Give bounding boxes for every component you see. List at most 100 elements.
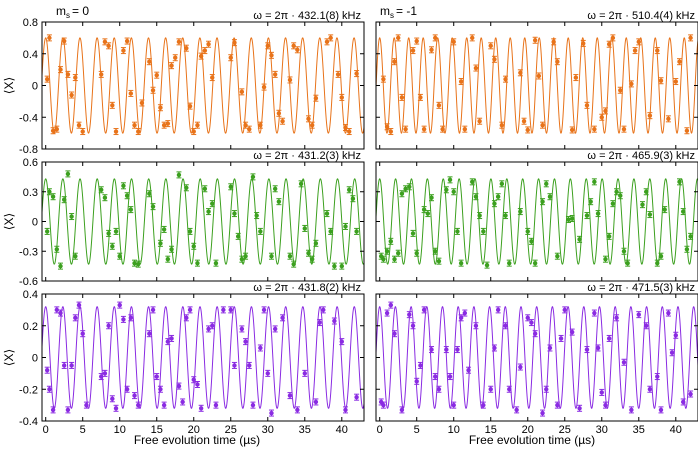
marker <box>243 122 248 128</box>
data-point <box>569 215 575 223</box>
data-point <box>506 259 512 267</box>
data-point <box>665 309 671 317</box>
marker <box>73 315 78 321</box>
data-point <box>313 239 319 247</box>
marker <box>239 256 245 262</box>
data-point <box>261 83 267 91</box>
data-point <box>447 373 453 381</box>
marker <box>239 326 245 332</box>
data-point <box>392 330 398 338</box>
marker <box>106 231 111 236</box>
data-point <box>547 344 553 352</box>
marker <box>169 247 174 252</box>
marker <box>521 119 527 124</box>
marker <box>384 249 390 254</box>
data-point <box>268 51 274 59</box>
ms-label-right: ms = -1 <box>380 4 417 20</box>
data-point <box>46 34 52 42</box>
data-point <box>328 227 334 235</box>
marker <box>421 207 427 212</box>
data-point <box>98 70 104 78</box>
marker <box>50 407 56 413</box>
data-point <box>194 121 200 129</box>
data-point <box>220 306 226 314</box>
data-point <box>302 224 308 232</box>
marker <box>291 43 296 49</box>
marker <box>65 407 71 413</box>
data-point <box>165 120 171 128</box>
data-point <box>109 242 115 250</box>
data-point <box>61 37 67 45</box>
data-point <box>339 338 345 346</box>
data-point <box>135 401 141 409</box>
marker <box>495 307 501 313</box>
marker <box>128 91 134 96</box>
marker <box>161 122 167 128</box>
data-point <box>562 306 568 314</box>
marker <box>136 129 141 134</box>
data-point <box>432 373 438 381</box>
data-point <box>102 194 108 202</box>
marker <box>269 254 274 259</box>
data-point <box>132 392 138 400</box>
data-point <box>83 401 89 409</box>
marker <box>354 229 359 234</box>
panel-5: ω = 2π · 471.5(3) kHz 0 5 10 15 20 25 30 35 40 <box>375 282 698 436</box>
data-point <box>617 86 623 94</box>
y-tick-label: 0.6 <box>23 157 38 169</box>
marker <box>313 241 319 246</box>
data-point <box>250 401 256 409</box>
marker <box>206 42 211 47</box>
marker <box>343 125 348 130</box>
data-point <box>65 406 71 414</box>
data-point <box>187 306 193 314</box>
data-point <box>543 180 549 188</box>
data-point <box>480 227 486 235</box>
marker <box>529 239 534 244</box>
data-point <box>395 249 401 257</box>
data-point <box>309 121 315 129</box>
marker <box>381 256 386 262</box>
marker <box>462 310 468 316</box>
marker <box>421 307 427 313</box>
data-point <box>384 247 390 255</box>
data-point <box>98 373 104 381</box>
data-point <box>239 255 245 263</box>
marker <box>462 126 468 132</box>
marker <box>228 307 233 313</box>
marker <box>518 364 523 370</box>
marker <box>210 323 215 328</box>
data-point <box>414 37 420 45</box>
marker <box>436 387 442 392</box>
marker <box>544 181 549 187</box>
marker <box>213 260 219 266</box>
marker <box>555 402 560 408</box>
data-point <box>117 301 123 309</box>
marker <box>276 199 282 204</box>
marker <box>258 229 263 234</box>
marker <box>529 320 534 325</box>
x-tick-label: 35 <box>633 424 645 436</box>
data-point <box>157 239 163 247</box>
marker <box>547 194 553 199</box>
marker <box>584 103 590 108</box>
marker <box>381 402 386 408</box>
marker <box>65 72 71 77</box>
data-point <box>388 128 394 136</box>
marker <box>298 181 304 187</box>
data-point <box>421 206 427 214</box>
marker <box>433 374 438 379</box>
marker <box>113 229 119 234</box>
data-point <box>243 121 249 129</box>
marker <box>44 76 50 82</box>
marker <box>458 260 464 266</box>
data-point <box>503 322 509 330</box>
marker <box>106 323 111 328</box>
y-tick-label: 0 <box>32 353 38 365</box>
y-tick-label: 0.4 <box>23 49 38 61</box>
ms-label-left: ms = 0 <box>56 4 89 20</box>
marker <box>339 263 344 269</box>
x-tick-label: 40 <box>670 424 682 436</box>
data-point <box>665 115 671 123</box>
data-point <box>462 309 468 317</box>
